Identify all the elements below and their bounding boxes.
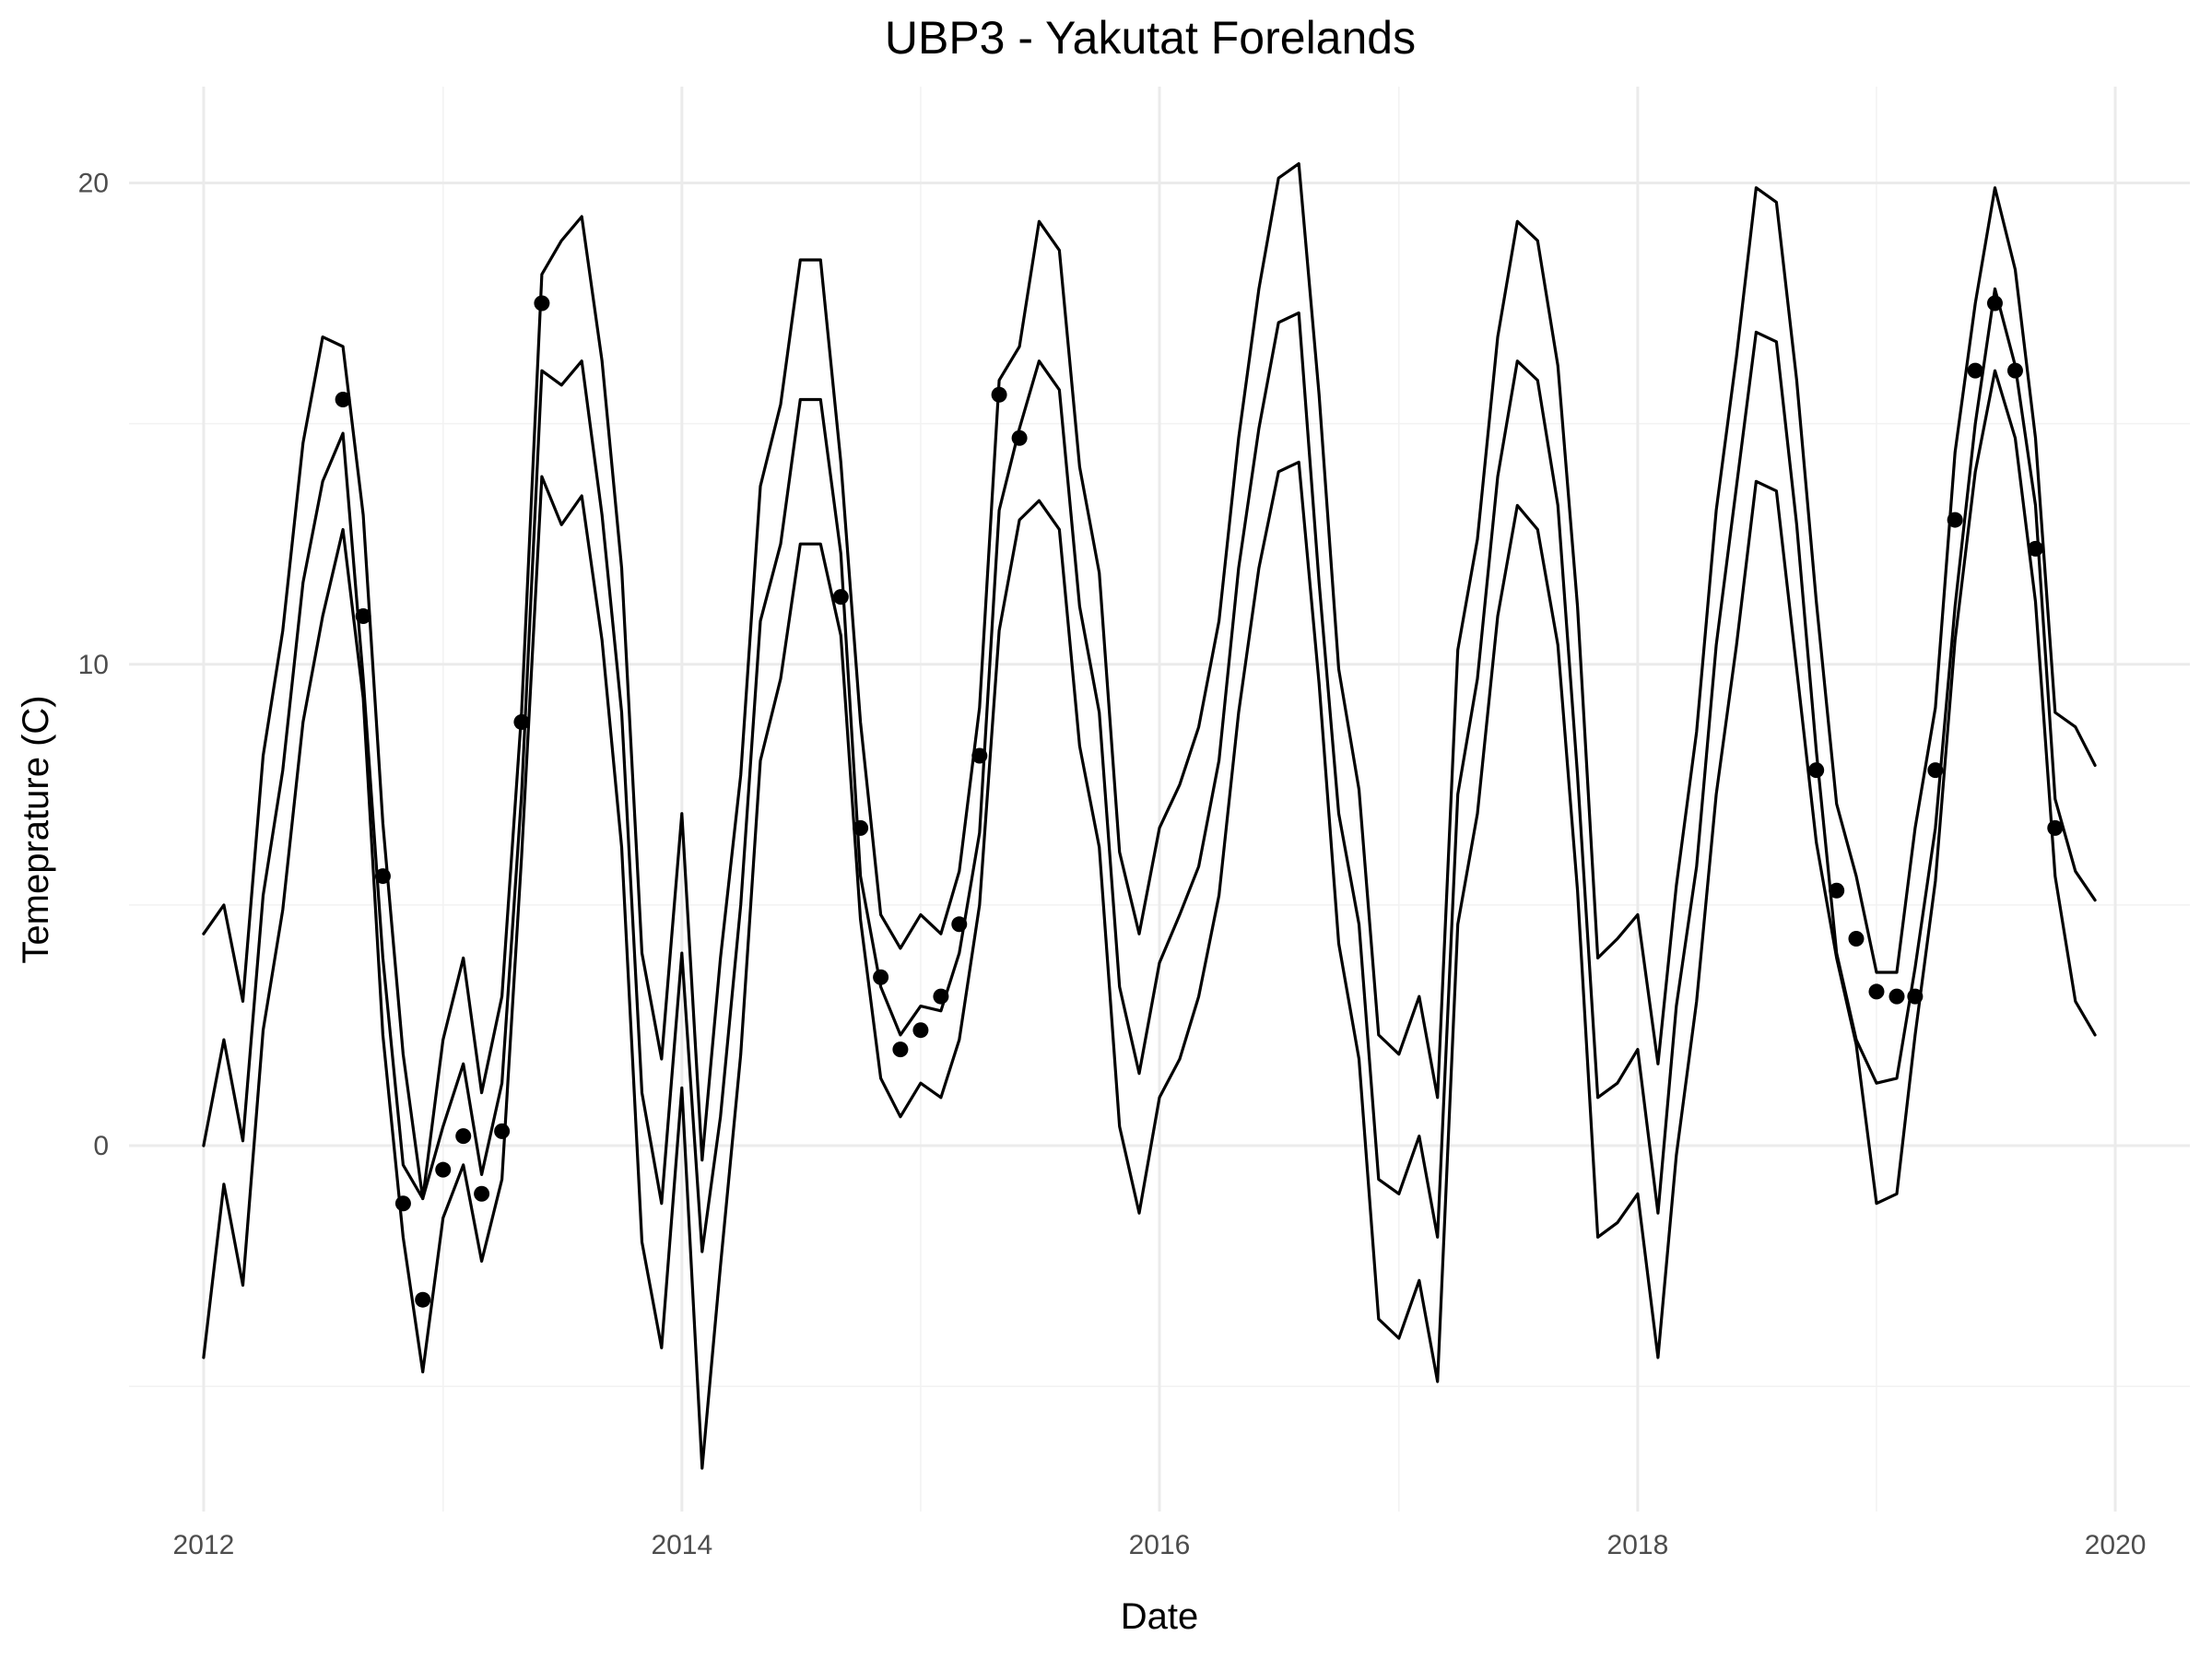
- observed-point: [832, 589, 849, 606]
- observed-points: [335, 295, 2064, 1308]
- observed-point: [991, 386, 1007, 403]
- observed-point: [394, 1195, 411, 1212]
- observed-point: [374, 868, 391, 885]
- observed-point: [853, 819, 869, 836]
- observed-point: [1868, 983, 1885, 1000]
- observed-point: [335, 391, 351, 407]
- observed-point: [534, 295, 550, 312]
- observed-point: [912, 1022, 929, 1039]
- series-lines: [202, 162, 2097, 1470]
- observed-point: [1907, 988, 1924, 1005]
- x-tick-label: 2016: [1129, 1530, 1191, 1560]
- observed-point: [1927, 762, 1944, 779]
- x-tick-label: 2020: [2085, 1530, 2147, 1560]
- observed-point: [494, 1123, 511, 1139]
- observed-point: [1888, 988, 1905, 1005]
- y-tick-label: 20: [78, 168, 109, 198]
- observed-point: [513, 713, 530, 730]
- observed-point: [951, 916, 968, 933]
- observed-point: [933, 988, 949, 1005]
- x-tick-label: 2014: [651, 1530, 712, 1560]
- chart-title: UBP3 - Yakutat Forelands: [885, 12, 1416, 64]
- y-axis-tick-labels: 0 10 20: [78, 168, 109, 1161]
- observed-point: [1011, 429, 1028, 446]
- y-tick-label: 0: [93, 1131, 109, 1161]
- x-tick-label: 2012: [173, 1530, 235, 1560]
- upper-bound-line: [202, 162, 2097, 1201]
- observed-point: [455, 1128, 472, 1145]
- observed-point: [1986, 295, 2003, 312]
- x-axis-title: Date: [1121, 1596, 1199, 1637]
- observed-point: [355, 608, 371, 625]
- lower-bound-line: [202, 369, 2097, 1470]
- observed-point: [1829, 882, 1845, 899]
- observed-point: [971, 747, 988, 764]
- x-axis-tick-labels: 2012 2014 2016 2018 2020: [173, 1530, 2147, 1560]
- y-tick-label: 10: [78, 650, 109, 680]
- observed-point: [892, 1041, 909, 1058]
- observed-point: [1947, 512, 1963, 528]
- observed-point: [2027, 540, 2043, 557]
- observed-point: [474, 1185, 490, 1202]
- observed-point: [1848, 930, 1865, 947]
- observed-point: [415, 1291, 431, 1308]
- observed-point: [2006, 362, 2023, 379]
- observed-point: [873, 969, 889, 985]
- mean-line: [202, 287, 2097, 1253]
- observed-point: [1808, 762, 1825, 779]
- gridlines: [129, 87, 2190, 1512]
- observed-point: [1967, 362, 1983, 379]
- observed-point: [2047, 819, 2064, 836]
- y-axis-title: Temeprature (C): [16, 695, 56, 963]
- observed-point: [435, 1161, 452, 1178]
- x-tick-label: 2018: [1607, 1530, 1669, 1560]
